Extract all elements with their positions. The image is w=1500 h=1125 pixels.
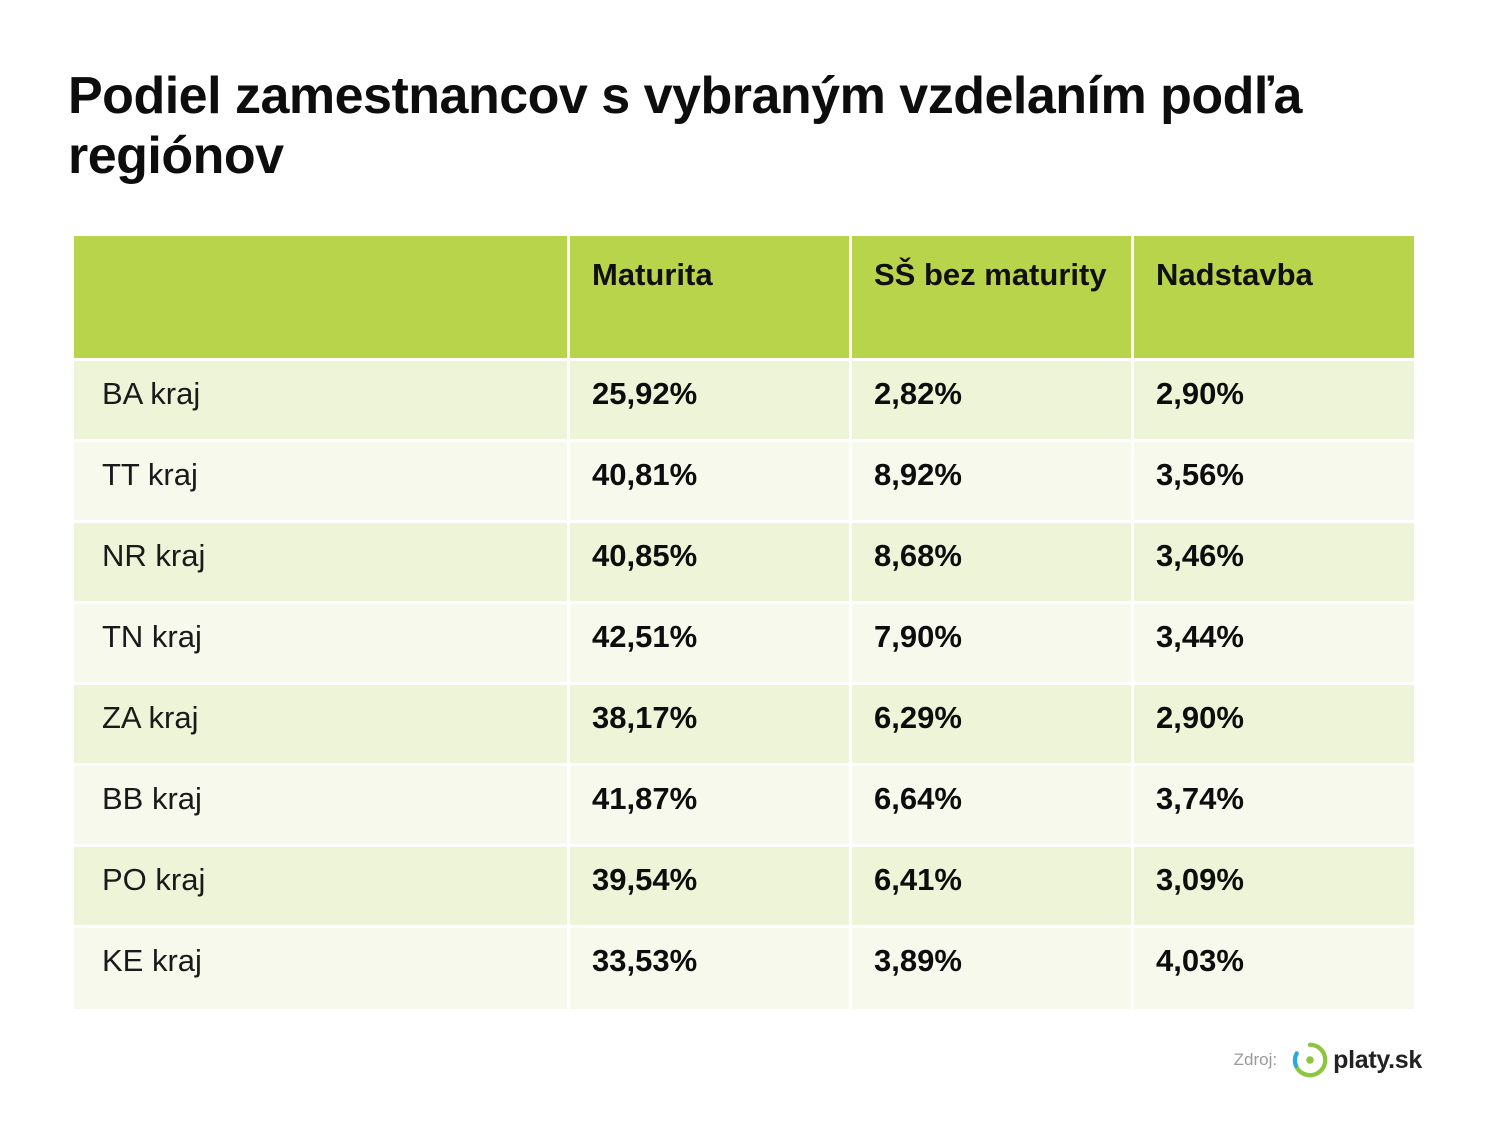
region-label: TN kraj — [74, 604, 570, 685]
cell-maturita: 41,87% — [570, 766, 852, 847]
source-credit: Zdroj: platy.sk — [1234, 1040, 1422, 1080]
region-label: ZA kraj — [74, 685, 570, 766]
platy-logo-text: platy.sk — [1333, 1045, 1422, 1074]
region-label: BA kraj — [74, 361, 570, 442]
table-row: BB kraj 41,87% 6,64% 3,74% — [74, 766, 1414, 847]
region-label: KE kraj — [74, 928, 570, 1009]
cell-nadstavba: 2,90% — [1134, 685, 1414, 766]
cell-nadstavba: 3,56% — [1134, 442, 1414, 523]
cell-ss-bez-maturity: 6,29% — [852, 685, 1134, 766]
cell-maturita: 40,85% — [570, 523, 852, 604]
table-row: KE kraj 33,53% 3,89% 4,03% — [74, 928, 1414, 1009]
table-header-row: Maturita SŠ bez maturity Nadstavba — [74, 236, 1414, 361]
cell-ss-bez-maturity: 3,89% — [852, 928, 1134, 1009]
cell-ss-bez-maturity: 8,92% — [852, 442, 1134, 523]
column-header-region — [74, 236, 570, 361]
cell-ss-bez-maturity: 6,64% — [852, 766, 1134, 847]
table-row: BA kraj 25,92% 2,82% 2,90% — [74, 361, 1414, 442]
cell-maturita: 33,53% — [570, 928, 852, 1009]
cell-maturita: 39,54% — [570, 847, 852, 928]
region-label: BB kraj — [74, 766, 570, 847]
cell-maturita: 25,92% — [570, 361, 852, 442]
cell-nadstavba: 3,46% — [1134, 523, 1414, 604]
column-header-nadstavba: Nadstavba — [1134, 236, 1414, 361]
cell-maturita: 42,51% — [570, 604, 852, 685]
region-label: NR kraj — [74, 523, 570, 604]
data-table: Maturita SŠ bez maturity Nadstavba BA kr… — [74, 236, 1414, 1009]
table-body: BA kraj 25,92% 2,82% 2,90% TT kraj 40,81% 8,92… — [74, 361, 1414, 1009]
cell-maturita: 38,17% — [570, 685, 852, 766]
column-header-maturita: Maturita — [570, 236, 852, 361]
region-label: TT kraj — [74, 442, 570, 523]
cell-ss-bez-maturity: 2,82% — [852, 361, 1134, 442]
cell-nadstavba: 3,74% — [1134, 766, 1414, 847]
cell-nadstavba: 3,44% — [1134, 604, 1414, 685]
cell-nadstavba: 3,09% — [1134, 847, 1414, 928]
cell-nadstavba: 4,03% — [1134, 928, 1414, 1009]
platy-logo-icon — [1293, 1042, 1328, 1078]
cell-ss-bez-maturity: 6,41% — [852, 847, 1134, 928]
source-label: Zdroj: — [1233, 1050, 1278, 1069]
page-title: Podiel zamestnancov s vybraným vzdelaním… — [68, 67, 1302, 185]
column-header-ss-bez-maturity: SŠ bez maturity — [852, 236, 1134, 361]
cell-ss-bez-maturity: 7,90% — [852, 604, 1134, 685]
table-row: ZA kraj 38,17% 6,29% 2,90% — [74, 685, 1414, 766]
table-row: TT kraj 40,81% 8,92% 3,56% — [74, 442, 1414, 523]
table-row: TN kraj 42,51% 7,90% 3,44% — [74, 604, 1414, 685]
table-row: NR kraj 40,85% 8,68% 3,46% — [74, 523, 1414, 604]
cell-nadstavba: 2,90% — [1134, 361, 1414, 442]
cell-maturita: 40,81% — [570, 442, 852, 523]
region-label: PO kraj — [74, 847, 570, 928]
table-row: PO kraj 39,54% 6,41% 3,09% — [74, 847, 1414, 928]
cell-ss-bez-maturity: 8,68% — [852, 523, 1134, 604]
